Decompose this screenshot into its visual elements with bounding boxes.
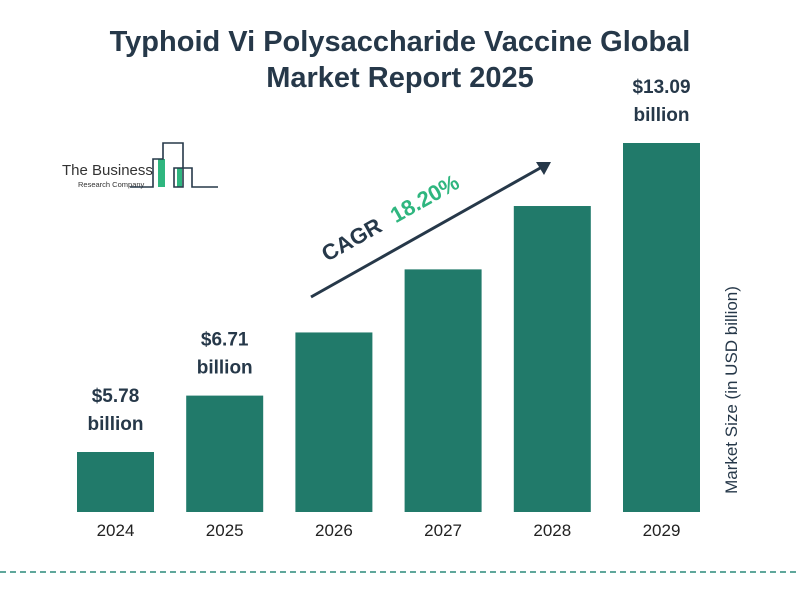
x-tick-label: 2025: [206, 521, 244, 540]
logo: The Business Research Company: [62, 142, 218, 189]
y-axis-label: Market Size (in USD billion): [722, 286, 741, 494]
x-tick-label: 2024: [97, 521, 135, 540]
data-label-value: $5.78: [92, 386, 140, 407]
data-label-unit: billion: [197, 358, 253, 379]
x-tick-label: 2027: [424, 521, 462, 540]
title-line-1: Typhoid Vi Polysaccharide Vaccine Global: [109, 26, 691, 58]
x-tick-label: 2026: [315, 521, 353, 540]
bar-2027: [404, 269, 482, 512]
title-line-2: Market Report 2025: [266, 62, 534, 94]
x-tick-label: 2028: [533, 521, 571, 540]
chart-title: Typhoid Vi Polysaccharide Vaccine Global…: [0, 24, 800, 96]
x-tick-label: 2029: [643, 521, 681, 540]
bar-2026: [295, 332, 373, 512]
bar-2024: [77, 452, 154, 512]
logo-bar-1: [158, 159, 165, 187]
cagr-label: CAGR: [317, 213, 386, 267]
data-label-unit: billion: [88, 414, 144, 435]
logo-text-line1: The Business: [62, 162, 153, 179]
data-label-value: $6.71: [201, 330, 249, 351]
cagr-arrow-line: [310, 165, 543, 299]
bar-2029: [623, 143, 700, 512]
logo-outline: [130, 142, 218, 188]
bar-2025: [186, 395, 264, 512]
cagr-arrow-head-icon: [536, 162, 551, 175]
data-label-value: $13.09: [632, 77, 690, 98]
bar-2028: [513, 206, 591, 512]
data-label-unit: billion: [634, 105, 690, 126]
logo-text-line2: Research Company: [78, 180, 145, 189]
logo-bar-2: [177, 168, 182, 187]
